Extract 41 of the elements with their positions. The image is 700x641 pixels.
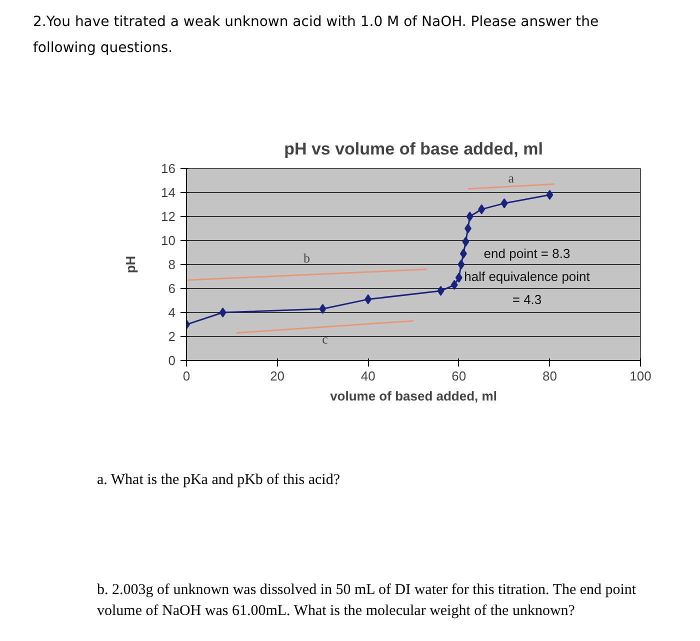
point (466, 212, 474, 222)
y-tick-label: 4 (168, 305, 176, 320)
y-axis-title: pH (123, 256, 138, 274)
y-tick-label: 12 (161, 209, 176, 224)
point (460, 248, 467, 259)
point (455, 272, 462, 283)
x-tick-label: 20 (270, 368, 285, 384)
chart-title: pH vs volume of base added, ml (284, 140, 543, 158)
point (478, 204, 486, 214)
text: 2.You have titrated a weak unknown acid with 1.0 M of NaOH. Please answer the following questions. (33, 13, 600, 58)
point (462, 236, 470, 247)
x-tick-label: 0 (182, 368, 190, 384)
y-tick-label: 16 (161, 161, 176, 176)
annotation: = 4.3 (512, 292, 542, 307)
y-tick-label: 8 (168, 257, 176, 272)
point (546, 190, 554, 200)
y-tick-label: 0 (168, 353, 176, 368)
text: b. 2.003g of unknown was dissolved in 50 mL of DI water for this titration. The end point volume of NaOH was 61.00mL. What is the molecular weight of the unknown? (97, 581, 638, 622)
series-label: a (508, 170, 514, 186)
y-tick-label: 14 (161, 185, 176, 200)
x-axis-title: volume of based added, ml (330, 388, 497, 404)
point (319, 304, 326, 314)
point (450, 280, 458, 290)
point (219, 308, 226, 318)
point (500, 198, 508, 208)
point (458, 260, 465, 270)
point (437, 286, 444, 296)
series-label: c (322, 331, 328, 346)
x-tick-label: 80 (542, 368, 557, 384)
x-tick-label: 100 (630, 368, 652, 384)
x-tick-label: 60 (452, 368, 466, 384)
annotation: end point = 8.3 (484, 246, 570, 262)
y-tick-label: 2 (168, 329, 176, 344)
point (364, 294, 372, 304)
annotation: half equivalence point (464, 269, 590, 284)
series-label: b (304, 250, 310, 266)
y-tick-label: 10 (161, 233, 176, 248)
x-tick-label: 40 (360, 368, 376, 384)
point (464, 224, 472, 234)
text: a. What is the pKa and pKb of this acid? (97, 471, 340, 490)
y-tick-label: 6 (168, 281, 176, 296)
